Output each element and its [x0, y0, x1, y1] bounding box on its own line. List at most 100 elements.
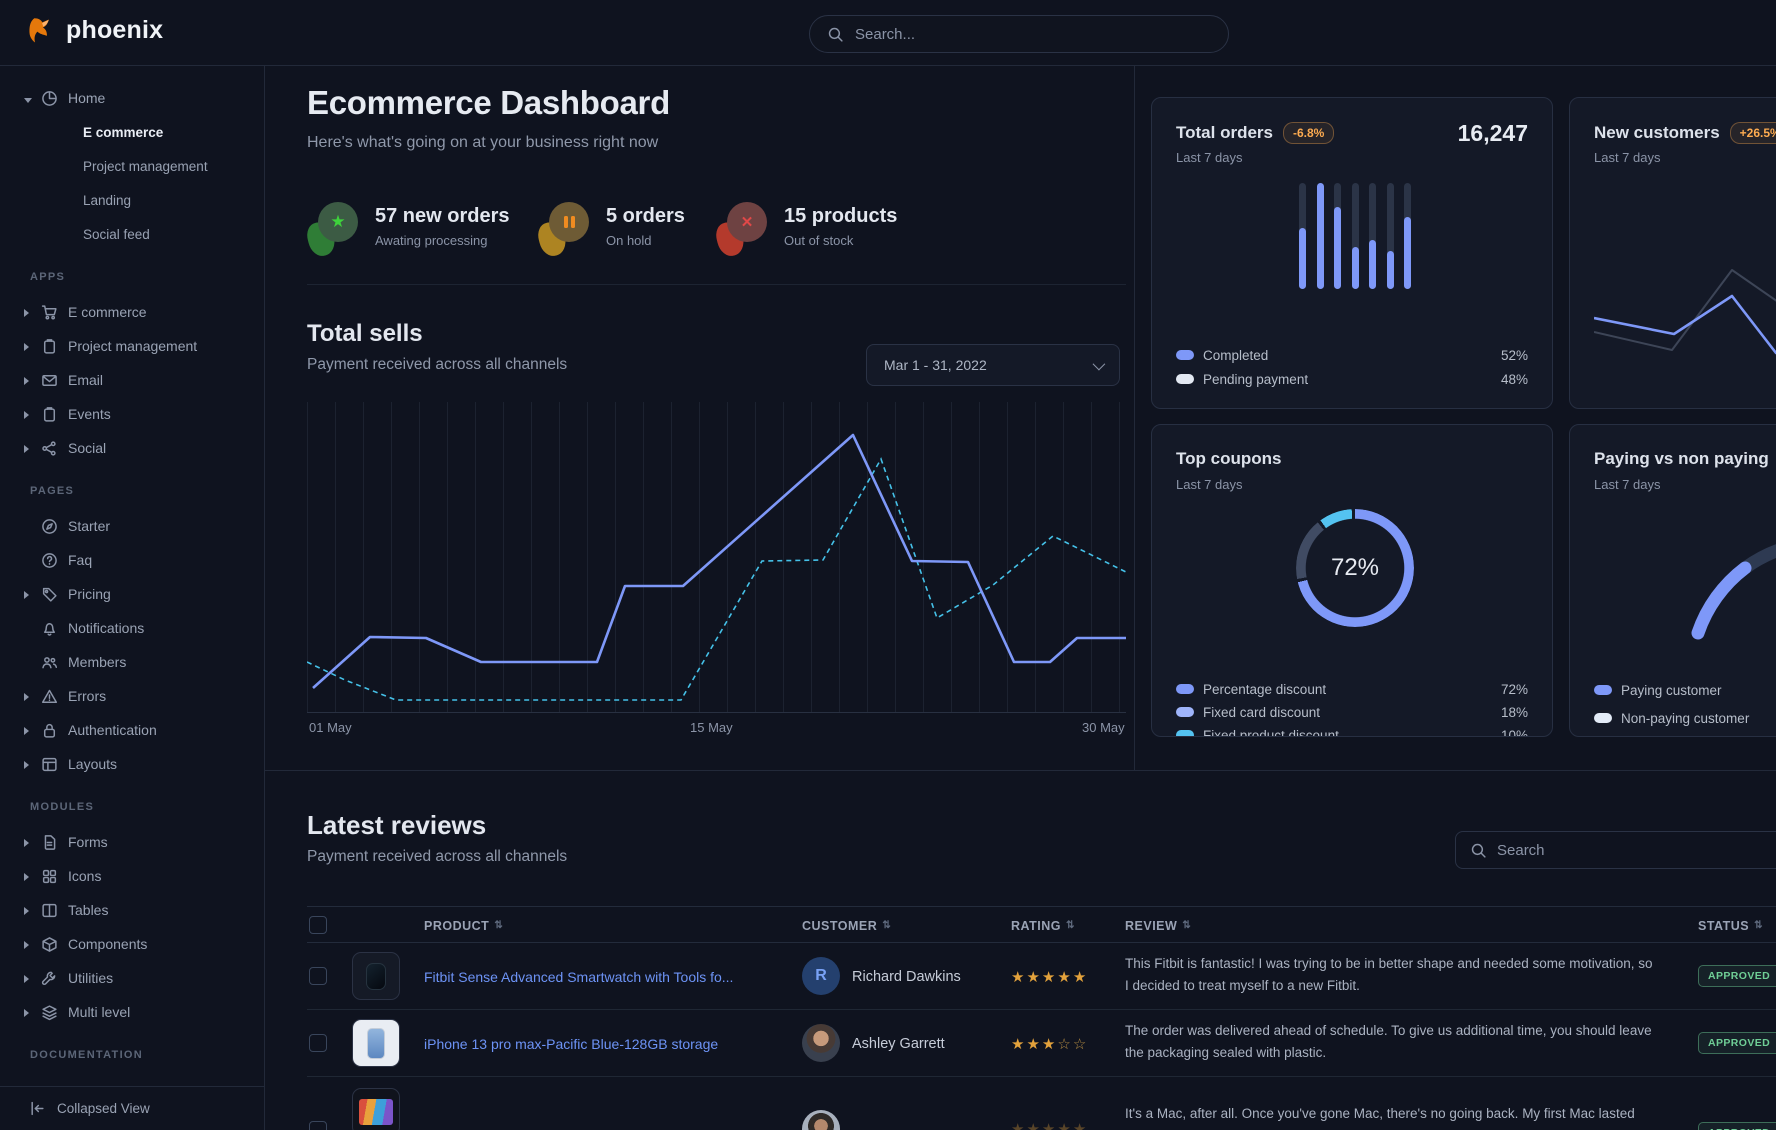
review-text: This Fitbit is fantastic! I was trying t…: [1125, 956, 1653, 994]
chevron-right-icon: [24, 440, 32, 456]
new-customers-card: New customers +26.5% Last 7 days 01 May: [1569, 97, 1776, 409]
row-checkbox[interactable]: [309, 1121, 327, 1130]
column-header-status[interactable]: STATUS ⇅: [1698, 918, 1764, 933]
chevron-right-icon: [24, 722, 32, 738]
column-header-rating[interactable]: RATING ⇅: [1011, 918, 1075, 933]
chevron-right-icon: [24, 586, 32, 602]
sidebar-item-icons[interactable]: Icons: [0, 859, 264, 893]
sidebar-item-multi-level[interactable]: Multi level: [0, 995, 264, 1029]
sidebar-item-tables[interactable]: Tables: [0, 893, 264, 927]
sidebar-item-layouts[interactable]: Layouts: [0, 747, 264, 781]
chevron-down-icon: [24, 90, 32, 106]
sidebar-item-components[interactable]: Components: [0, 927, 264, 961]
question-circle-icon: [42, 552, 57, 568]
product-link[interactable]: iPhone 13 pro max-Pacific Blue-128GB sto…: [424, 1036, 719, 1052]
sidebar-item-pricing[interactable]: Pricing: [0, 577, 264, 611]
bell-icon: [43, 622, 56, 636]
new-customers-title: New customers: [1594, 123, 1720, 142]
legend-percentage-discount: Percentage discount 72%: [1176, 678, 1528, 700]
sidebar-item-email[interactable]: Email: [0, 363, 264, 397]
reviews-search-input[interactable]: [1497, 841, 1773, 859]
calendar-icon: [43, 406, 56, 422]
top-coupons-donut-chart: [1296, 509, 1414, 627]
sidebar-item-events[interactable]: Events: [0, 397, 264, 431]
sidebar-item-project-management[interactable]: Project management: [0, 329, 264, 363]
sidebar-item-forms[interactable]: Forms: [0, 825, 264, 859]
sidebar-item-faq[interactable]: Faq: [0, 543, 264, 577]
total-orders-badge: -6.8%: [1282, 122, 1335, 144]
customer-name: Ashley Garrett: [852, 1036, 945, 1052]
tag-icon: [42, 587, 57, 602]
sidebar-item-social[interactable]: Social: [0, 431, 264, 465]
sidebar-item-ecommerce[interactable]: E commerce: [0, 295, 264, 329]
row-checkbox[interactable]: [309, 1034, 327, 1052]
row-checkbox[interactable]: [309, 967, 327, 985]
paying-vs-nonpaying-card: Paying vs non paying Last 7 days Paying …: [1569, 424, 1776, 737]
column-header-product[interactable]: PRODUCT ⇅: [424, 918, 504, 933]
divider: [307, 284, 1126, 285]
reviews-search[interactable]: [1455, 831, 1776, 869]
x-tick-15-may: 15 May: [690, 720, 733, 735]
page-title: Ecommerce Dashboard: [307, 84, 670, 121]
chevron-right-icon: [24, 756, 32, 772]
status-badge: APPROVED✓: [1698, 1122, 1776, 1130]
stat-out-of-stock: ✕ 15 products Out of stock: [713, 202, 897, 260]
sidebar-item-notifications[interactable]: Notifications: [0, 611, 264, 645]
sidebar-item-starter[interactable]: Starter: [0, 509, 264, 543]
stat-new-orders: ★ 57 new orders Awating processing: [304, 202, 510, 260]
chevron-right-icon: [24, 304, 32, 320]
collapse-left-icon: [31, 1101, 44, 1116]
collapse-sidebar-button[interactable]: Collapsed View: [0, 1086, 264, 1130]
sort-icon: ⇅: [1066, 920, 1075, 931]
table-row[interactable]: iPhone 13 pro max-Pacific Blue-128GB sto…: [307, 1010, 1776, 1077]
grid-icon: [42, 869, 57, 883]
warning-triangle-icon: [41, 689, 58, 703]
x-tick-30-may: 30 May: [1082, 720, 1125, 735]
product-link[interactable]: Fitbit Sense Advanced Smartwatch with To…: [424, 969, 734, 985]
new-customers-chart: [1594, 269, 1776, 355]
product-image-macbook[interactable]: [352, 1088, 400, 1130]
global-search-input[interactable]: [855, 25, 1196, 43]
table-row[interactable]: Fitbit Sense Advanced Smartwatch with To…: [307, 943, 1776, 1010]
select-all-checkbox[interactable]: [309, 916, 327, 934]
product-image-fitbit[interactable]: [352, 952, 400, 1000]
sidebar-item-home[interactable]: Home: [0, 81, 264, 115]
chevron-right-icon: [24, 834, 32, 850]
latest-reviews-title: Latest reviews: [307, 810, 487, 840]
customer-name: Richard Dawkins: [852, 969, 961, 985]
total-sells-chart: [307, 433, 1126, 701]
table-row[interactable]: ★★★★★ It's a Mac, after all. Once you've…: [307, 1077, 1776, 1130]
sidebar-item-ecommerce-dashboard[interactable]: E commerce: [83, 124, 164, 140]
product-image-iphone[interactable]: [352, 1019, 400, 1067]
brand-name: phoenix: [66, 16, 164, 44]
sidebar-item-utilities[interactable]: Utilities: [0, 961, 264, 995]
legend-pending-payment: Pending payment 48%: [1176, 368, 1528, 390]
sidebar-item-authentication[interactable]: Authentication: [0, 713, 264, 747]
new-orders-icon: ★: [304, 202, 362, 260]
avatar[interactable]: [802, 1024, 840, 1062]
sidebar-item-landing[interactable]: Landing: [83, 192, 132, 208]
total-orders-bar-chart: [1299, 183, 1411, 289]
total-orders-title: Total orders: [1176, 123, 1273, 142]
global-search[interactable]: [809, 15, 1229, 53]
sidebar-item-social-feed[interactable]: Social feed: [83, 226, 150, 242]
x-tick-01-may: 01 May: [309, 720, 352, 735]
brand-logo[interactable]: phoenix: [24, 15, 163, 46]
date-range-select[interactable]: Mar 1 - 31, 2022: [866, 344, 1120, 386]
new-customers-badge: +26.5%: [1729, 122, 1776, 144]
avatar[interactable]: R: [802, 957, 840, 995]
column-header-customer[interactable]: CUSTOMER ⇅: [802, 918, 892, 933]
section-label-documentation: DOCUMENTATION: [30, 1049, 144, 1061]
sidebar-item-members[interactable]: Members: [0, 645, 264, 679]
clipboard-icon: [43, 338, 56, 354]
pause-icon: [563, 216, 575, 228]
sidebar-item-errors[interactable]: Errors: [0, 679, 264, 713]
rating-stars: ★★★★★: [1011, 969, 1089, 986]
rating-stars: ★★★★★: [1011, 1121, 1089, 1130]
pie-chart-icon: [42, 90, 57, 106]
paying-title: Paying vs non paying: [1594, 449, 1769, 468]
divider: [265, 770, 1776, 771]
sidebar-item-project-management-dashboard[interactable]: Project management: [83, 158, 208, 174]
column-header-review[interactable]: REVIEW ⇅: [1125, 918, 1192, 933]
avatar[interactable]: [802, 1110, 840, 1130]
